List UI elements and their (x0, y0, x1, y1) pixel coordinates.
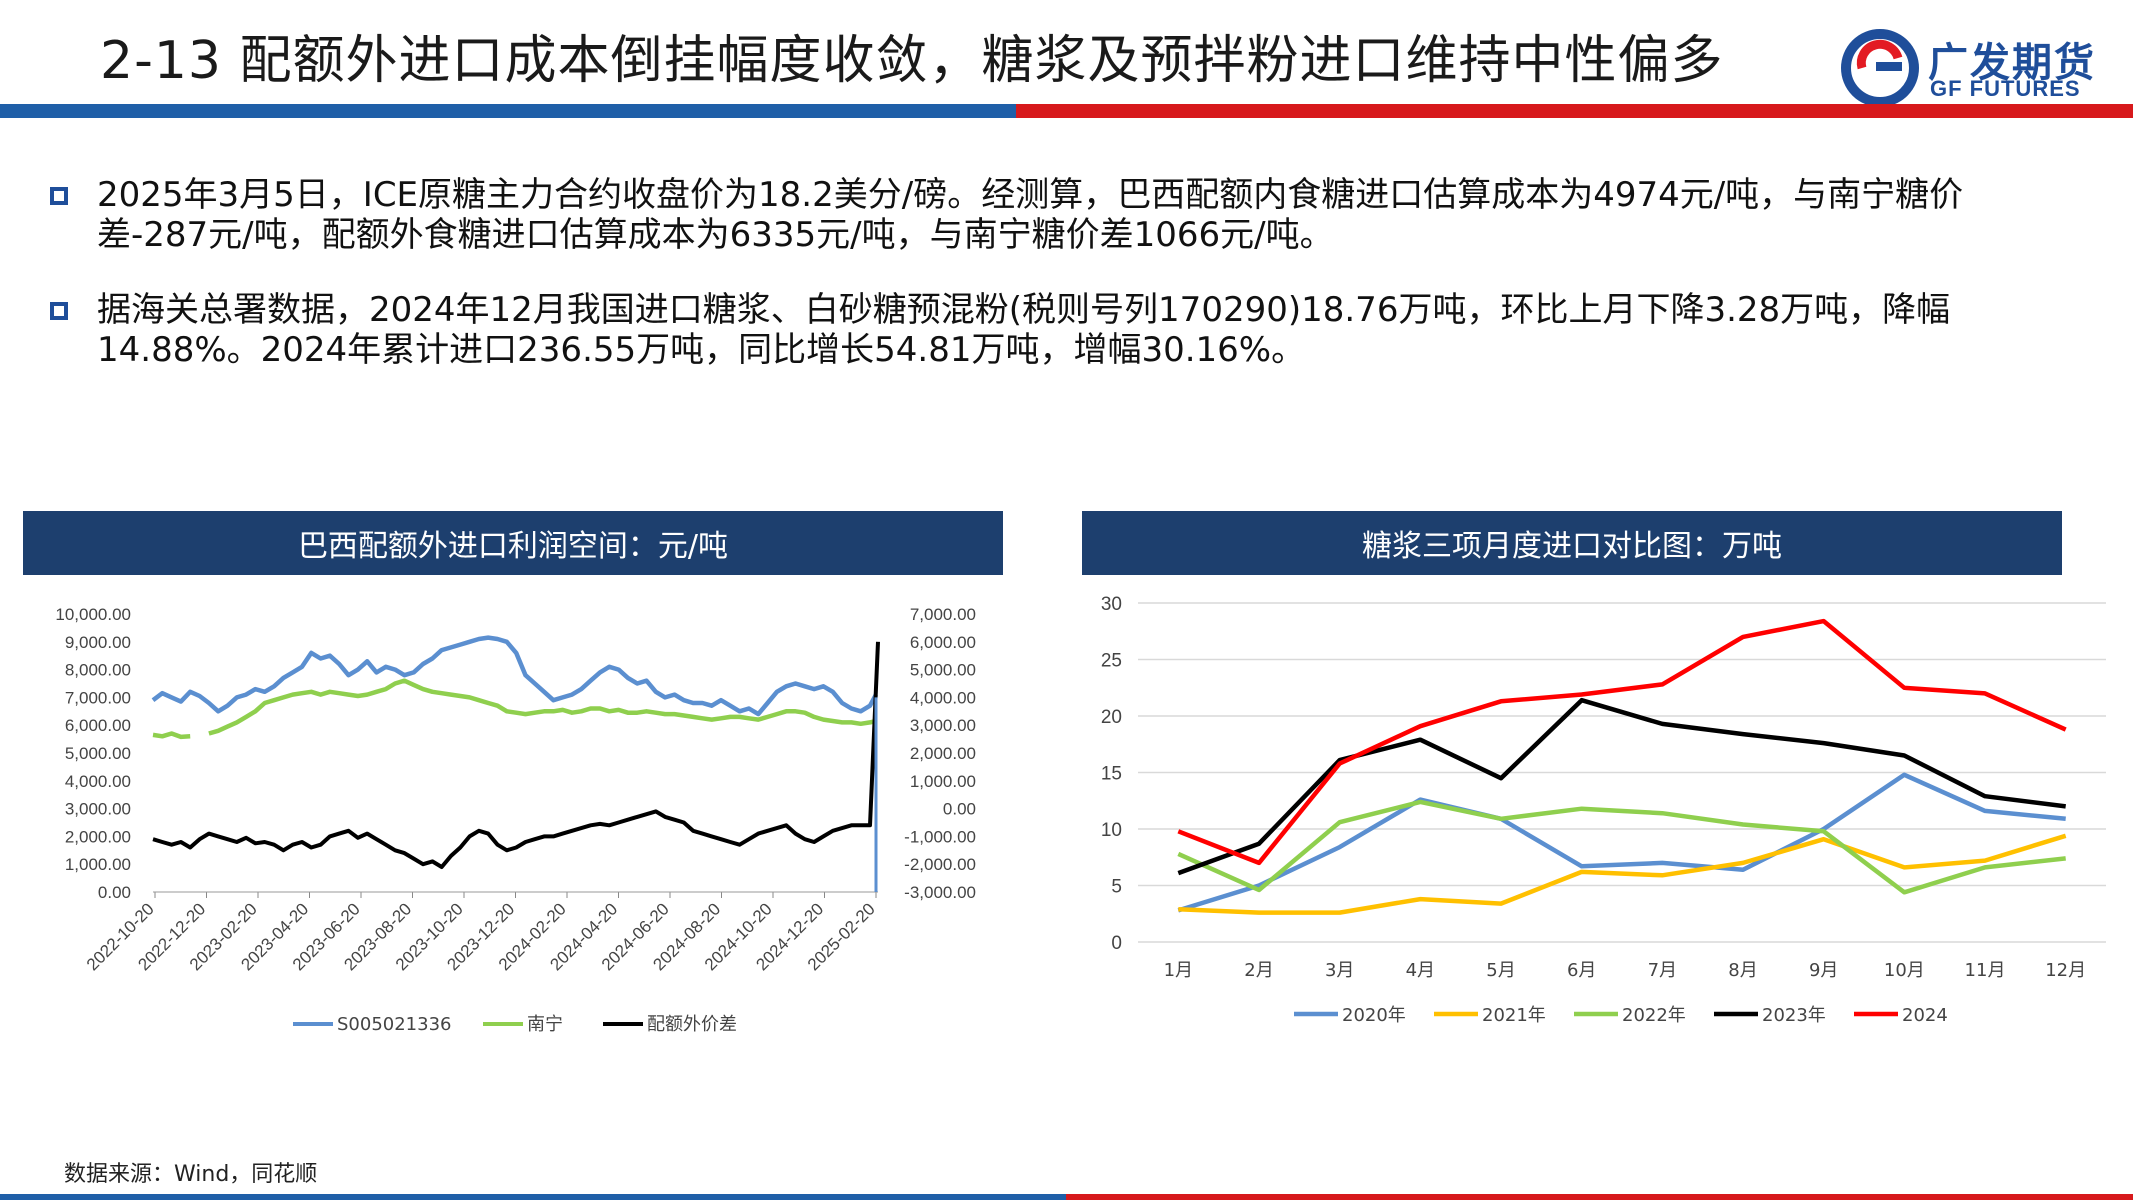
footer-rule-blue (0, 1194, 1066, 1200)
square-bullet-icon (50, 187, 68, 205)
y-right-tick-label: -2,000.00 (904, 855, 976, 874)
legend-label: 2020年 (1342, 1005, 1406, 1026)
logo: 广发期货 GF FUTURES (1840, 28, 2105, 108)
legend-label: 2024 (1902, 1005, 1948, 1026)
legend-label: S005021336 (337, 1014, 452, 1035)
profit-line-chart: 10,000.00 9,000.00 8,000.00 7,000.00 6,000.0… (55, 605, 976, 1035)
chart-title-left: 巴西配额外进口利润空间：元/吨 (23, 511, 1003, 575)
y-left-tick-label: 7,000.00 (65, 688, 131, 707)
header-rule-blue (0, 104, 1016, 118)
y-right-tick-label: 4,000.00 (910, 688, 976, 707)
y-right-tick-label: -3,000.00 (904, 883, 976, 902)
x-tick-label: 7月 (1648, 960, 1677, 981)
legend-label: 2023年 (1762, 1005, 1826, 1026)
y-right-tick-label: 1,000.00 (910, 772, 976, 791)
series-line-0 (151, 635, 878, 717)
chart-title-right: 糖浆三项月度进口对比图：万吨 (1082, 511, 2062, 575)
data-source: 数据来源：Wind，同花顺 (64, 1162, 318, 1187)
y-left-tick-label: 8,000.00 (65, 661, 131, 680)
legend-label: 南宁 (527, 1014, 563, 1035)
legend-label: 2022年 (1622, 1005, 1686, 1026)
x-tick-label: 6月 (1567, 960, 1596, 981)
logo-text-cn: 广发期货 (1928, 40, 2096, 86)
y-left-tick-label: 10,000.00 (55, 605, 131, 624)
bullet-text: 2025年3月5日，ICE原糖主力合约收盘价为18.2美分/磅。经测算，巴西配额… (97, 175, 1964, 255)
legend-label: 2021年 (1482, 1005, 1546, 1026)
x-tick-label: 5月 (1486, 960, 1515, 981)
gf-logo-icon (1841, 29, 1919, 107)
y-left-tick-label: 6,000.00 (65, 716, 131, 735)
x-tick-label: 3月 (1325, 960, 1354, 981)
footer-rule-red (1066, 1194, 2133, 1200)
y-tick-label: 25 (1101, 651, 1122, 672)
y-left-tick-label: 2,000.00 (65, 827, 131, 846)
y-tick-label: 15 (1101, 764, 1122, 785)
bullet-text: 据海关总署数据，2024年12月我国进口糖浆、白砂糖预混粉(税则号列170290… (97, 290, 1951, 370)
series-line-2 (152, 641, 880, 869)
y-right-tick-label: 2,000.00 (910, 744, 976, 763)
y-left-tick-label: 0.00 (98, 883, 131, 902)
header-rule-red (1016, 104, 2133, 118)
x-tick-label: 10月 (1884, 960, 1925, 981)
y-right-tick-label: 0.00 (943, 800, 976, 819)
syrup-import-line-chart: 30 25 20 15 10 5 0 1月 2月 3月 4月 5月 6月 7月 8月 9月 10月 11月 12月 2… (1101, 594, 2106, 1026)
y-right-tick-label: 7,000.00 (910, 605, 976, 624)
square-bullet-icon (50, 302, 68, 320)
y-tick-label: 10 (1101, 820, 1122, 841)
y-left-tick-label: 4,000.00 (65, 772, 131, 791)
y-right-tick-label: -1,000.00 (904, 827, 976, 846)
series-line-1 (1178, 833, 2067, 915)
y-right-tick-label: 5,000.00 (910, 661, 976, 680)
y-tick-label: 30 (1101, 594, 1122, 615)
series-line-3 (1177, 697, 2066, 876)
y-right-tick-label: 3,000.00 (910, 716, 976, 735)
series-line-2 (1177, 799, 2066, 895)
y-tick-label: 0 (1111, 933, 1122, 954)
logo-text-en: GF FUTURES (1930, 76, 2081, 101)
y-left-tick-label: 3,000.00 (65, 800, 131, 819)
x-tick-label: 8月 (1728, 960, 1757, 981)
y-left-tick-label: 9,000.00 (65, 633, 131, 652)
x-tick-label: 1月 (1164, 960, 1193, 981)
x-tick-label: 2月 (1244, 960, 1273, 981)
y-left-tick-label: 5,000.00 (65, 744, 131, 763)
page-title: 2-13 配额外进口成本倒挂幅度收敛，糖浆及预拌粉进口维持中性偏多 (100, 31, 1724, 91)
x-tick-label: 4月 (1406, 960, 1435, 981)
y-tick-label: 5 (1111, 877, 1122, 898)
x-tick-label: 9月 (1809, 960, 1838, 981)
series-line-1 (152, 678, 877, 740)
y-left-tick-label: 1,000.00 (65, 855, 131, 874)
series-line-4 (1177, 618, 2067, 866)
x-tick-label: 12月 (2045, 960, 2086, 981)
x-tick-label: 11月 (1965, 960, 2006, 981)
series-line-0 (1177, 772, 2066, 913)
y-tick-label: 20 (1101, 707, 1122, 728)
legend-label: 配额外价差 (647, 1014, 737, 1035)
y-right-tick-label: 6,000.00 (910, 633, 976, 652)
